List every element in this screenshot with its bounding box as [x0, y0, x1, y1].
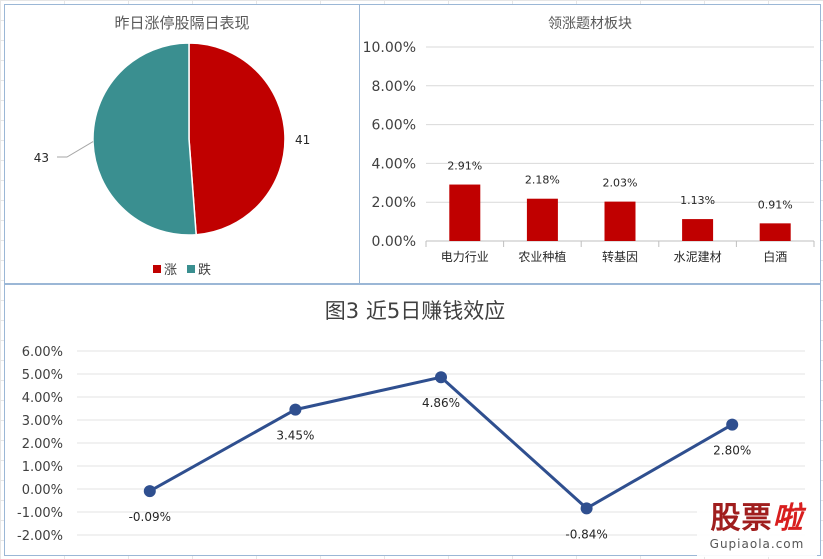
data-value-label: -0.09% [129, 510, 171, 524]
pie-chart-title: 昨日涨停股隔日表现 [114, 14, 249, 32]
y-tick-label: 5.00% [22, 368, 63, 383]
pie-data-label: 43 [34, 151, 49, 165]
legend-label-rise: 涨 [164, 263, 177, 278]
bar-chart-canvas: 领涨题材板块 0.00% 2.00% 4.00% 6.00% 8.00% 10.00% 2.… [363, 16, 815, 264]
five-day-profit-effect-line-chart[interactable]: 图3 近5日赚钱效应 6.00% 5.00% 4.00% 3.00% 2.00% 1.00… [4, 284, 821, 556]
y-tick-label: 6.00% [372, 118, 416, 134]
gupiaola-watermark-logo: 股票啦 Gupiaola.com [697, 501, 817, 557]
data-value-label: 2.80% [713, 444, 751, 458]
bar-value-label: 2.18% [525, 174, 560, 187]
y-tick-label: -1.00% [17, 506, 63, 521]
pie-slice-rise[interactable] [188, 42, 286, 236]
watermark-logo-text: 股票啦 [710, 501, 804, 536]
y-tick-label: 4.00% [22, 391, 63, 406]
bar[interactable] [682, 219, 714, 241]
x-category-label: 白酒 [763, 249, 787, 264]
pie-slice-fall[interactable] [92, 42, 197, 236]
data-point-marker[interactable] [726, 418, 739, 431]
data-point-marker[interactable] [435, 371, 447, 384]
line-chart-canvas: 图3 近5日赚钱效应 6.00% 5.00% 4.00% 3.00% 2.00% 1.00… [17, 299, 805, 544]
limit-up-pie-chart[interactable]: 昨日涨停股隔日表现 41 43 涨 跌 [4, 4, 360, 284]
y-tick-label: 1.00% [22, 460, 63, 475]
x-category-label: 水泥建材 [674, 250, 722, 264]
data-point-marker[interactable] [143, 485, 156, 498]
bar-value-label: 2.91% [447, 160, 482, 173]
pie-data-label: 41 [295, 133, 310, 147]
y-tick-label: 0.00% [22, 483, 63, 498]
data-value-label: 3.45% [276, 429, 314, 443]
x-category-label: 农业种植 [518, 249, 566, 264]
y-tick-label: 6.00% [22, 345, 63, 360]
bar[interactable] [759, 223, 791, 241]
leading-sectors-bar-chart[interactable]: 领涨题材板块 0.00% 2.00% 4.00% 6.00% 8.00% 10.00% 2.… [359, 4, 821, 284]
bar-value-label: 1.13% [680, 194, 715, 207]
data-point-marker[interactable] [580, 502, 593, 515]
legend-swatch-fall [187, 265, 195, 273]
y-tick-label: 2.00% [372, 195, 416, 211]
y-tick-label: 0.00% [372, 234, 416, 250]
pie-leader-line [57, 141, 94, 158]
bar-chart-title: 领涨题材板块 [548, 16, 632, 32]
legend-swatch-rise [153, 265, 161, 273]
bar[interactable] [604, 201, 636, 241]
line-chart-title: 图3 近5日赚钱效应 [325, 299, 505, 323]
x-category-label: 转基因 [602, 249, 638, 264]
bar-value-label: 2.03% [603, 177, 638, 190]
y-tick-label: 8.00% [372, 79, 416, 95]
y-tick-label: 4.00% [372, 156, 416, 172]
y-tick-label: 2.00% [22, 437, 63, 452]
data-value-label: -0.84% [565, 527, 607, 541]
y-tick-label: 10.00% [363, 40, 416, 56]
data-point-marker[interactable] [289, 403, 302, 416]
y-tick-label: 3.00% [22, 414, 63, 429]
pie-chart-canvas: 昨日涨停股隔日表现 41 43 涨 跌 [34, 14, 311, 278]
legend-label-fall: 跌 [198, 262, 211, 278]
bar[interactable] [526, 198, 558, 241]
y-tick-label: -2.00% [17, 529, 63, 544]
data-value-label: 4.86% [422, 396, 460, 410]
watermark-url: Gupiaola.com [709, 537, 805, 551]
x-category-label: 电力行业 [441, 250, 489, 264]
bar-value-label: 0.91% [758, 198, 793, 211]
bar[interactable] [449, 184, 481, 241]
